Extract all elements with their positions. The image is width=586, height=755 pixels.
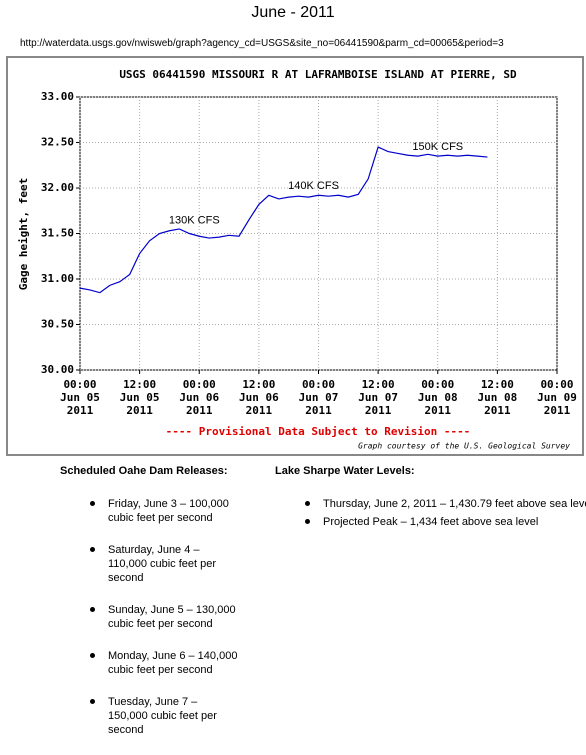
x-tick-label: 12:00 Jun 08 2011 bbox=[477, 378, 518, 417]
x-tick-label: 00:00 Jun 05 2011 bbox=[60, 378, 100, 417]
source-url: http://waterdata.usgs.gov/nwisweb/graph?… bbox=[20, 38, 504, 49]
section-heading: Scheduled Oahe Dam Releases: bbox=[60, 465, 228, 477]
data-line bbox=[79, 146, 488, 294]
x-tick-label: 12:00 Jun 07 2011 bbox=[358, 378, 398, 417]
y-tick-label: 31.50 bbox=[41, 227, 74, 240]
y-tick-label: 30.50 bbox=[41, 318, 74, 331]
chart-title: USGS 06441590 MISSOURI R AT LAFRAMBOISE … bbox=[119, 68, 517, 81]
list-item: Sunday, June 5 – 130,000 cubic feet per … bbox=[90, 603, 240, 631]
chart: USGS 06441590 MISSOURI R AT LAFRAMBOISE … bbox=[6, 56, 584, 456]
credit: Graph courtesy of the U.S. Geological Su… bbox=[358, 442, 570, 451]
list-item: Saturday, June 4 – 110,000 cubic feet pe… bbox=[90, 543, 240, 585]
y-tick-label: 32.50 bbox=[41, 136, 74, 149]
section-heading: Lake Sharpe Water Levels: bbox=[275, 465, 415, 477]
page: {"header": {"title": "June - 2011", "url… bbox=[6, 4, 586, 736]
x-tick-label: 12:00 Jun 06 2011 bbox=[239, 378, 279, 417]
y-tick-label: 32.00 bbox=[41, 181, 74, 194]
list-item: Thursday, June 2, 2011 – 1,430.79 feet a… bbox=[305, 497, 586, 511]
y-tick-label: 30.00 bbox=[41, 363, 74, 376]
notice: ---- Provisional Data Subject to Revisio… bbox=[166, 425, 471, 438]
release-list: Friday, June 3 – 100,000 cubic feet per … bbox=[90, 497, 240, 755]
x-tick-label: 00:00 Jun 08 2011 bbox=[417, 378, 458, 417]
x-tick-label: 00:00 Jun 09 2011 bbox=[537, 378, 577, 417]
list-item: Friday, June 3 – 100,000 cubic feet per … bbox=[90, 497, 240, 525]
x-tick-label: 00:00 Jun 06 2011 bbox=[179, 378, 220, 417]
level-list: Thursday, June 2, 2011 – 1,430.79 feet a… bbox=[305, 497, 586, 533]
page-title: June - 2011 bbox=[251, 4, 335, 21]
y-axis-label: Gage height, feet bbox=[17, 178, 30, 291]
list-item: Monday, June 6 – 140,000 cubic feet per … bbox=[90, 649, 240, 677]
y-tick-label: 31.00 bbox=[41, 272, 74, 285]
x-tick-label: 00:00 Jun 07 2011 bbox=[298, 378, 339, 417]
annotation: 150K CFS bbox=[412, 141, 463, 153]
annotation: 140K CFS bbox=[288, 180, 339, 192]
y-tick-label: 33.00 bbox=[41, 90, 74, 103]
x-tick-label: 12:00 Jun 05 2011 bbox=[119, 378, 160, 417]
annotation: 130K CFS bbox=[169, 215, 220, 227]
list-item: Projected Peak – 1,434 feet above sea le… bbox=[305, 515, 586, 529]
list-item: Tuesday, June 7 – 150,000 cubic feet per… bbox=[90, 695, 240, 737]
